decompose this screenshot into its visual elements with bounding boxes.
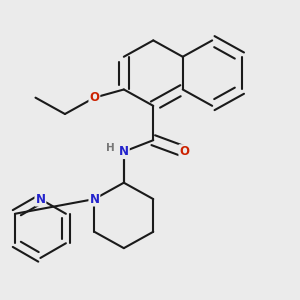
Text: N: N — [119, 145, 129, 158]
Text: H: H — [106, 143, 115, 153]
Text: O: O — [179, 145, 189, 158]
Text: N: N — [89, 193, 99, 206]
Text: O: O — [89, 91, 99, 104]
Text: N: N — [35, 193, 45, 206]
